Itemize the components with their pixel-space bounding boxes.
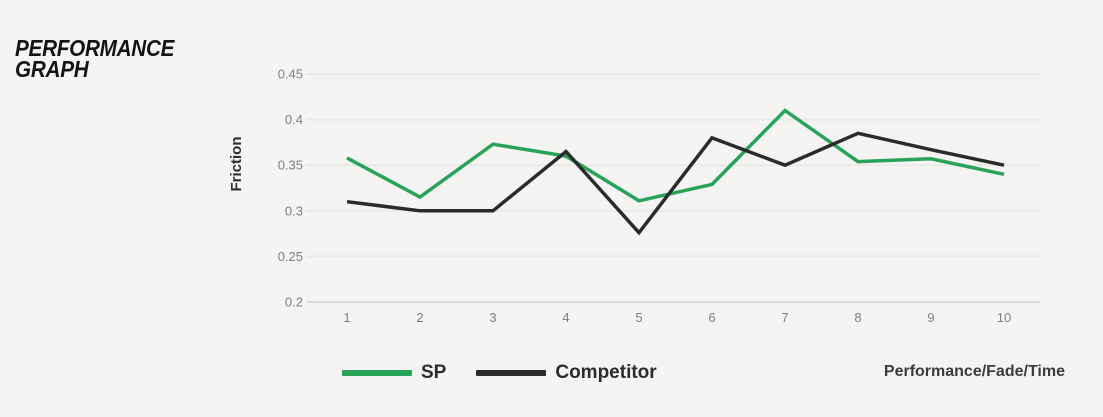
page-title-line-1: PERFORMANCE — [15, 35, 175, 61]
chart-series-lines — [346, 108, 1005, 236]
chart-y-tick-labels: 0.2 0.25 0.3 0.35 0.4 0.45 — [278, 67, 303, 310]
x-tick-label-9: 9 — [927, 310, 934, 325]
legend-label-sp: SP — [421, 362, 447, 383]
y-tick-label-0.4: 0.4 — [285, 112, 303, 127]
series-line-sp — [346, 108, 1005, 203]
chart-x-tick-labels: 1 2 3 4 5 6 7 8 9 10 — [343, 310, 1011, 325]
x-tick-label-2: 2 — [416, 310, 423, 325]
chart-legend: SP Competitor — [342, 361, 657, 385]
y-tick-label-0.35: 0.35 — [278, 158, 303, 173]
legend-label-competitor: Competitor — [555, 362, 657, 383]
x-tick-label-7: 7 — [781, 310, 788, 325]
y-tick-label-0.45: 0.45 — [278, 67, 303, 82]
legend-swatch-competitor — [476, 370, 547, 376]
y-tick-label-0.3: 0.3 — [285, 203, 303, 218]
x-tick-label-6: 6 — [708, 310, 715, 325]
y-tick-label-0.25: 0.25 — [278, 249, 303, 264]
y-tick-label-0.2: 0.2 — [285, 295, 303, 310]
legend-item-sp: SP — [342, 362, 446, 384]
page-title-line-2: GRAPH — [15, 56, 89, 82]
legend-swatch-sp — [342, 370, 412, 376]
page-title: PERFORMANCE GRAPH — [15, 35, 175, 82]
chart-gridlines — [307, 73, 1040, 303]
series-line-competitor — [346, 131, 1005, 236]
y-axis-label: Friction — [228, 136, 245, 192]
line-chart: 0.2 0.25 0.3 0.35 0.4 0.45 1 2 3 4 5 6 7 8 9 10 — [278, 67, 1040, 325]
legend-item-competitor: Competitor — [476, 362, 657, 384]
x-tick-label-8: 8 — [854, 310, 861, 325]
x-tick-label-4: 4 — [562, 310, 569, 325]
x-tick-label-10: 10 — [997, 310, 1011, 325]
x-axis-caption: Performance/Fade/Time — [883, 363, 1065, 380]
x-tick-label-5: 5 — [635, 310, 642, 325]
x-tick-label-3: 3 — [489, 310, 496, 325]
x-tick-label-1: 1 — [343, 310, 350, 325]
